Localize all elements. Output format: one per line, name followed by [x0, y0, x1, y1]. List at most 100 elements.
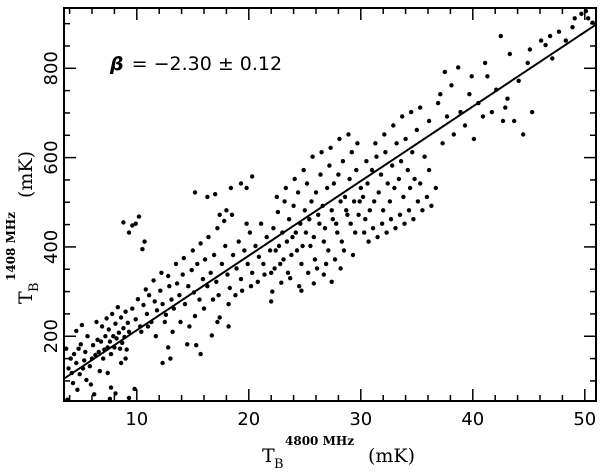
data-point — [356, 212, 361, 217]
data-point — [198, 351, 203, 357]
data-point — [118, 360, 124, 366]
data-point — [272, 266, 277, 271]
data-point — [285, 270, 291, 275]
data-point — [435, 100, 441, 106]
data-point — [250, 270, 255, 275]
data-point — [92, 392, 97, 397]
data-point — [248, 284, 254, 289]
data-point — [442, 69, 447, 75]
data-point — [206, 234, 211, 240]
data-point — [330, 217, 335, 222]
data-point — [230, 252, 236, 258]
data-point — [253, 243, 258, 249]
data-point — [336, 172, 341, 177]
data-point — [322, 226, 328, 231]
data-point — [160, 360, 165, 366]
data-point — [95, 337, 100, 342]
svg-text:4800 MHz: 4800 MHz — [285, 434, 354, 448]
data-point — [396, 176, 402, 182]
data-point — [136, 214, 142, 219]
data-point — [244, 221, 249, 226]
data-point — [300, 243, 305, 249]
data-point — [236, 239, 241, 244]
data-point — [262, 272, 267, 277]
data-point — [293, 230, 298, 235]
data-point — [151, 278, 156, 283]
data-point — [480, 114, 486, 119]
data-point — [168, 356, 173, 361]
data-point — [334, 221, 339, 226]
data-point — [530, 109, 535, 115]
y-axis-label: T B 1408 MHz (mK) — [4, 151, 42, 304]
data-point — [290, 234, 295, 240]
data-point — [169, 297, 174, 302]
data-point — [270, 289, 275, 294]
data-point — [144, 311, 150, 317]
data-point — [303, 230, 309, 235]
data-point — [323, 261, 329, 267]
data-point — [503, 105, 508, 110]
data-point — [213, 192, 218, 197]
data-point — [105, 370, 110, 376]
data-point — [422, 154, 427, 159]
data-point — [382, 132, 387, 137]
data-point — [348, 221, 353, 226]
data-point — [130, 223, 135, 228]
data-point — [214, 279, 219, 284]
data-point — [407, 185, 413, 191]
data-point — [512, 118, 517, 124]
data-point — [180, 272, 185, 277]
data-point — [550, 56, 555, 61]
x-axis-label: T B 4800 MHz (mK) — [262, 434, 415, 472]
data-point — [163, 312, 169, 317]
data-point — [365, 181, 370, 186]
data-point — [197, 297, 202, 302]
data-point — [306, 270, 311, 275]
data-point — [444, 114, 450, 119]
data-point — [362, 230, 367, 235]
data-point — [400, 114, 405, 119]
data-point — [76, 346, 81, 351]
data-point — [527, 47, 533, 52]
data-point — [201, 306, 207, 311]
annotation-symbol: β — [109, 53, 124, 75]
data-point — [133, 317, 138, 322]
data-point — [516, 78, 521, 84]
data-point — [351, 199, 357, 204]
data-point — [318, 172, 323, 177]
data-point — [118, 315, 124, 320]
data-point — [107, 396, 113, 401]
svg-text:B: B — [274, 457, 284, 472]
data-point — [77, 372, 82, 377]
data-point — [418, 181, 423, 186]
data-point — [250, 174, 255, 179]
data-point — [106, 327, 112, 332]
x-tick-labels: 10 20 30 40 50 — [125, 409, 596, 430]
data-point — [403, 136, 408, 142]
data-point — [90, 343, 96, 348]
data-point — [384, 230, 389, 235]
data-point — [124, 347, 129, 352]
data-point — [299, 261, 304, 267]
svg-text:1408 MHz: 1408 MHz — [4, 212, 18, 281]
data-point — [159, 270, 164, 275]
data-point — [366, 239, 371, 244]
data-point — [378, 172, 384, 177]
data-point — [332, 257, 338, 262]
data-point — [314, 266, 320, 271]
data-point — [374, 154, 379, 159]
data-point — [113, 321, 118, 326]
svg-text:B: B — [27, 282, 42, 292]
data-point — [170, 329, 175, 334]
data-point — [406, 208, 412, 213]
data-point — [339, 239, 344, 244]
data-point — [286, 217, 292, 222]
data-point — [456, 65, 461, 70]
data-point — [215, 226, 220, 231]
data-point — [498, 33, 503, 39]
data-point — [415, 199, 421, 204]
data-point — [275, 209, 281, 215]
data-point — [398, 159, 404, 164]
data-point — [521, 132, 526, 137]
data-point — [239, 288, 245, 293]
